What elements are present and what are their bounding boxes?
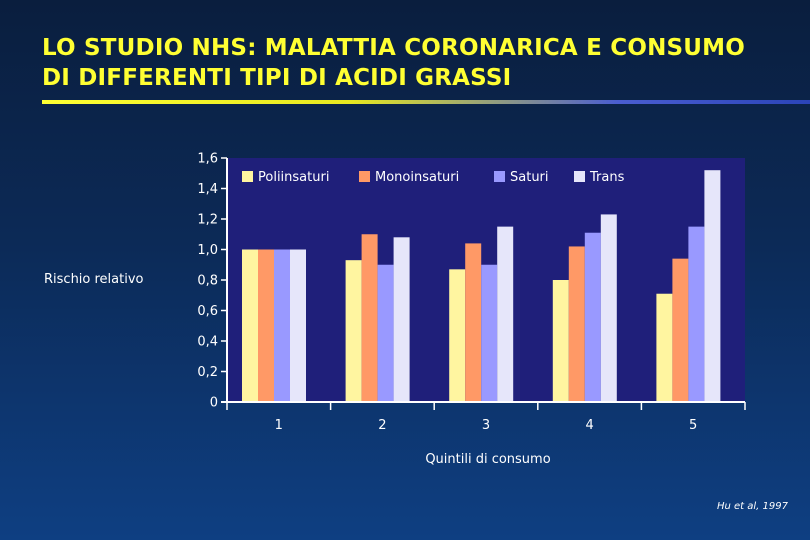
bar-monoinsaturi-q4 — [568, 246, 585, 402]
y-tick-label: 1,4 — [197, 182, 218, 197]
bar-saturi-q3 — [481, 264, 498, 402]
x-axis-label: Quintili di consumo — [425, 452, 551, 467]
y-tick-label: 0,6 — [197, 304, 218, 319]
bar-monoinsaturi-q2 — [361, 234, 378, 402]
x-tick-label: 2 — [378, 418, 386, 433]
legend-swatch-poliinsaturi — [242, 171, 253, 182]
bar-saturi-q5 — [688, 226, 705, 402]
bar-trans-q2 — [393, 237, 410, 402]
bar-saturi-q2 — [377, 264, 394, 402]
y-tick-label: 1,0 — [197, 243, 218, 258]
title-underline-rule — [42, 100, 810, 104]
bar-monoinsaturi-q5 — [672, 258, 689, 402]
bar-monoinsaturi-q1 — [258, 249, 274, 402]
y-tick-label: 1,2 — [197, 213, 218, 228]
y-tick-label: 0,2 — [197, 365, 218, 380]
y-tick-label: 0,8 — [197, 274, 218, 289]
bar-saturi-q1 — [274, 249, 290, 402]
bar-trans-q1 — [290, 249, 306, 402]
slide-title-line-2: DI DIFFERENTI TIPI DI ACIDI GRASSI — [42, 65, 512, 91]
bar-poliinsaturi-q3 — [449, 269, 466, 402]
legend-swatch-monoinsaturi — [359, 171, 370, 182]
x-tick-label: 5 — [689, 418, 697, 433]
x-tick-label: 4 — [585, 418, 593, 433]
x-tick-label: 1 — [275, 418, 283, 433]
legend-swatch-saturi — [494, 171, 505, 182]
legend-label-trans: Trans — [589, 170, 625, 185]
legend-label-poliinsaturi: Poliinsaturi — [258, 170, 329, 185]
bar-monoinsaturi-q3 — [465, 243, 482, 402]
bar-poliinsaturi-q1 — [242, 249, 258, 402]
bar-poliinsaturi-q5 — [656, 293, 673, 402]
y-axis-label: Rischio relativo — [44, 272, 144, 287]
y-tick-label: 0,4 — [197, 335, 218, 350]
x-tick-label: 3 — [482, 418, 490, 433]
y-tick-label: 1,6 — [197, 152, 218, 167]
legend-swatch-trans — [574, 171, 585, 182]
slide-title-line-1: LO STUDIO NHS: MALATTIA CORONARICA E CON… — [42, 35, 746, 61]
bar-trans-q4 — [600, 214, 617, 402]
bar-trans-q5 — [704, 170, 721, 402]
bar-poliinsaturi-q2 — [345, 260, 362, 402]
y-tick-label: 0 — [210, 396, 218, 411]
bar-poliinsaturi-q4 — [552, 280, 569, 402]
bar-saturi-q4 — [584, 232, 601, 402]
source-citation: Hu et al, 1997 — [716, 501, 788, 512]
legend-label-monoinsaturi: Monoinsaturi — [375, 170, 459, 185]
slide-title: LO STUDIO NHS: MALATTIA CORONARICA E CON… — [42, 33, 782, 93]
legend-label-saturi: Saturi — [510, 170, 549, 185]
bar-trans-q3 — [497, 226, 514, 402]
